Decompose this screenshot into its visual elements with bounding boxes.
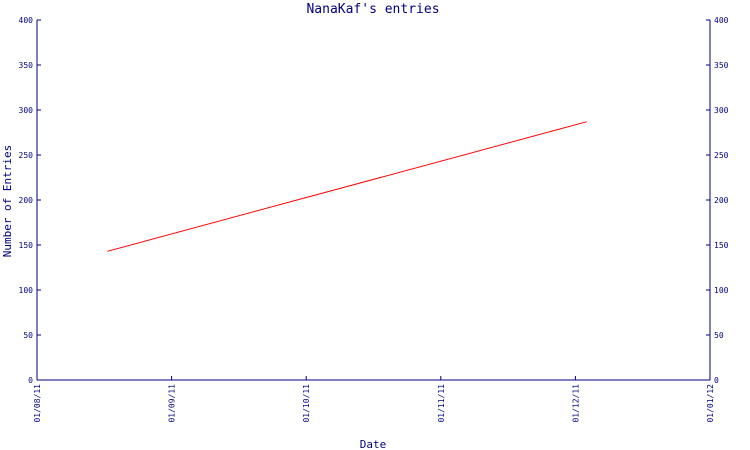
y-tick-label-right: 0 xyxy=(714,376,719,385)
y-tick-label-right: 200 xyxy=(714,196,729,205)
y-tick-label-right: 100 xyxy=(714,286,729,295)
tick-layer: 0 0 50 50 100 100 150 150 200 200 250 250 300 300 350 3… xyxy=(19,16,729,423)
y-tick-label-left: 100 xyxy=(19,286,34,295)
x-tick-label: 01/09/11 xyxy=(168,384,177,423)
x-tick-label: 01/08/11 xyxy=(33,384,42,423)
chart-title: NanaKaf's entries xyxy=(306,2,439,17)
x-tick-label: 01/11/11 xyxy=(437,384,446,423)
series-line-0 xyxy=(107,121,587,252)
x-axis-label: Date xyxy=(360,438,387,450)
y-tick-label-left: 400 xyxy=(19,16,34,25)
y-tick-label-left: 250 xyxy=(19,151,34,160)
y-tick-label-left: 50 xyxy=(23,331,33,340)
x-tick-label: 01/01/12 xyxy=(706,384,715,423)
x-tick-label: 01/10/11 xyxy=(302,384,311,423)
y-tick-label-left: 350 xyxy=(19,61,34,70)
x-tick-label: 01/12/11 xyxy=(571,384,580,423)
y-tick-label-left: 0 xyxy=(28,376,33,385)
y-tick-label-left: 300 xyxy=(19,106,34,115)
y-axis-label: Number of Entries xyxy=(1,145,14,258)
y-tick-label-left: 150 xyxy=(19,241,34,250)
y-tick-label-left: 200 xyxy=(19,196,34,205)
series-layer xyxy=(107,121,587,252)
y-tick-label-right: 50 xyxy=(714,331,724,340)
y-tick-label-right: 250 xyxy=(714,151,729,160)
y-tick-label-right: 150 xyxy=(714,241,729,250)
y-tick-label-right: 350 xyxy=(714,61,729,70)
y-tick-label-right: 400 xyxy=(714,16,729,25)
y-tick-label-right: 300 xyxy=(714,106,729,115)
